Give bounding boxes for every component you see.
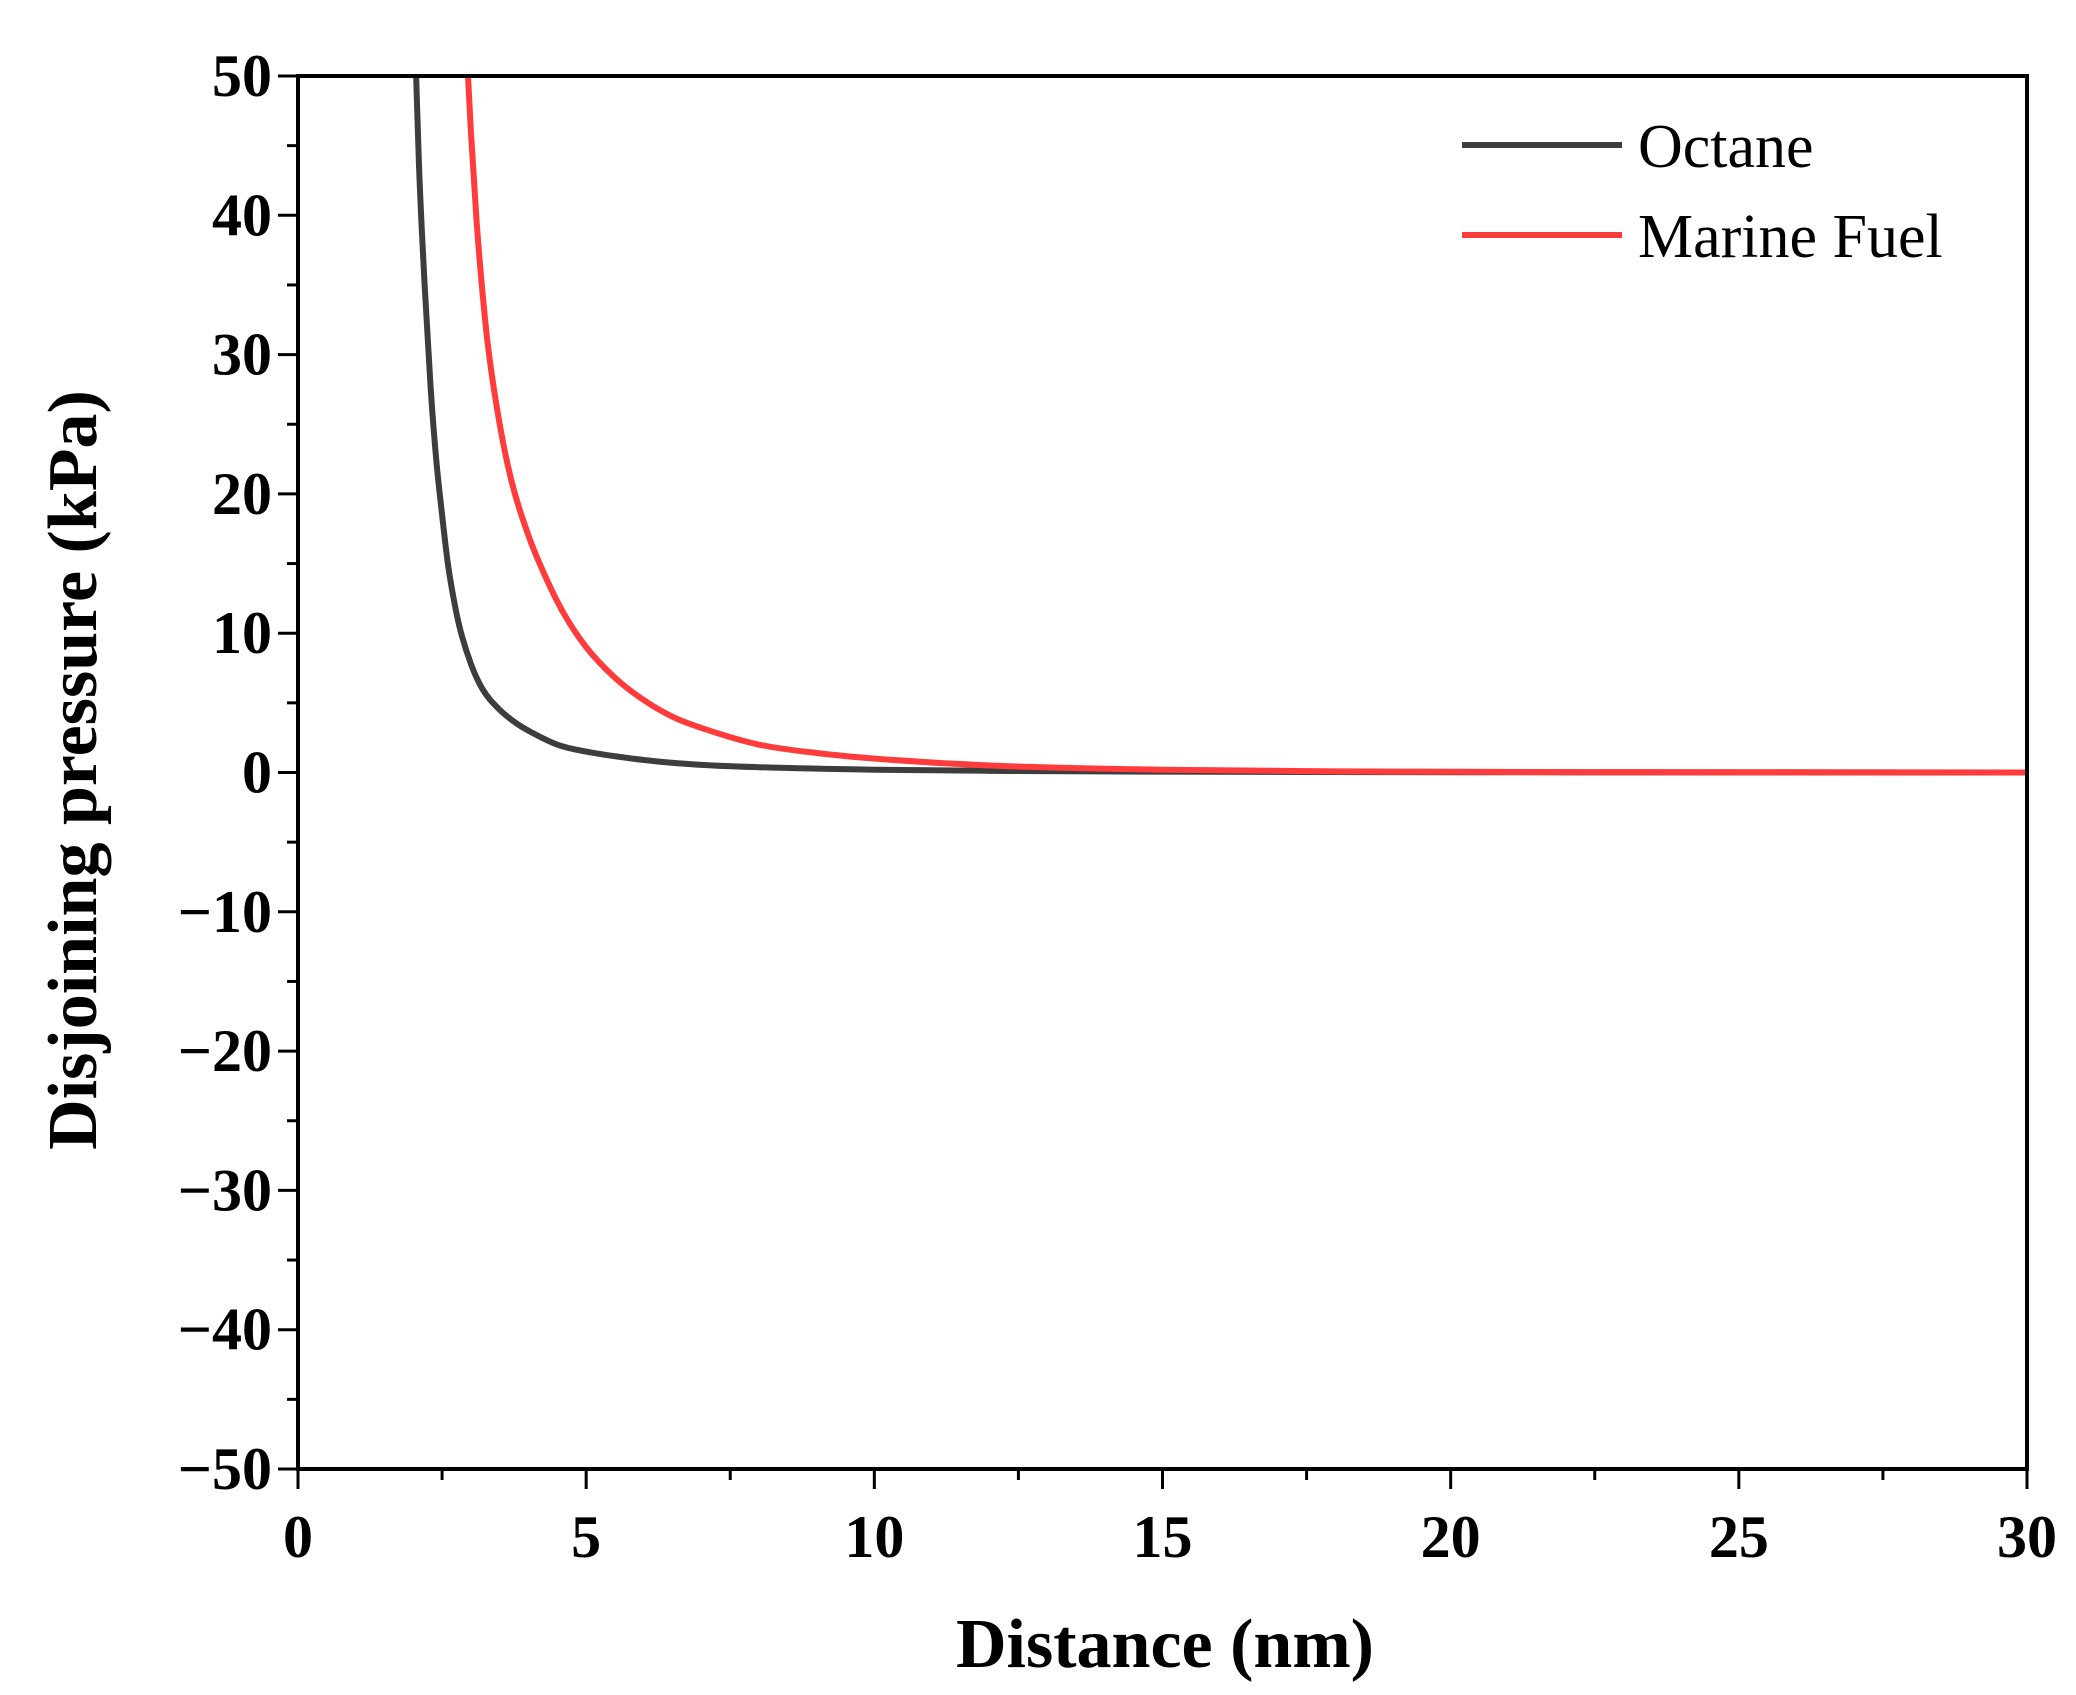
- x-tick-label: 0: [283, 1504, 313, 1570]
- x-tick-label: 10: [844, 1504, 904, 1570]
- y-tick-label: −40: [178, 1297, 272, 1363]
- y-tick-label: 50: [212, 43, 272, 109]
- x-tick-label: 5: [571, 1504, 601, 1570]
- plot-lines: [413, 75, 2028, 776]
- x-tick-label: 20: [1421, 1504, 1481, 1570]
- x-tick-label: 30: [1997, 1504, 2057, 1570]
- y-tick-label: 0: [242, 740, 272, 806]
- legend: Octane Marine Fuel: [1462, 113, 1943, 271]
- y-tick-label: −50: [178, 1436, 272, 1502]
- y-tick-label: −10: [178, 879, 272, 945]
- series-line-marine-fuel: [465, 75, 2028, 776]
- x-axis-title: Distance (nm): [956, 1606, 1374, 1683]
- legend-label-marine-fuel: Marine Fuel: [1638, 203, 1943, 271]
- y-tick-label: 20: [212, 461, 272, 527]
- y-tick-label: 30: [212, 322, 272, 388]
- tick-labels: 0 5 10 15 20 25 30 50 40 30 20 10 0 −10 −20 −30 −40 −50: [178, 43, 2057, 1570]
- legend-label-octane: Octane: [1638, 113, 1814, 181]
- y-tick-label: 10: [212, 600, 272, 666]
- y-tick-label: −30: [178, 1157, 272, 1223]
- ticks: [278, 74, 2029, 1489]
- y-tick-label: −20: [178, 1018, 272, 1084]
- y-axis-title: Disjoining pressure (kPa): [35, 390, 112, 1150]
- y-tick-label: 40: [212, 182, 272, 248]
- x-tick-label: 15: [1133, 1504, 1193, 1570]
- x-tick-label: 25: [1709, 1504, 1769, 1570]
